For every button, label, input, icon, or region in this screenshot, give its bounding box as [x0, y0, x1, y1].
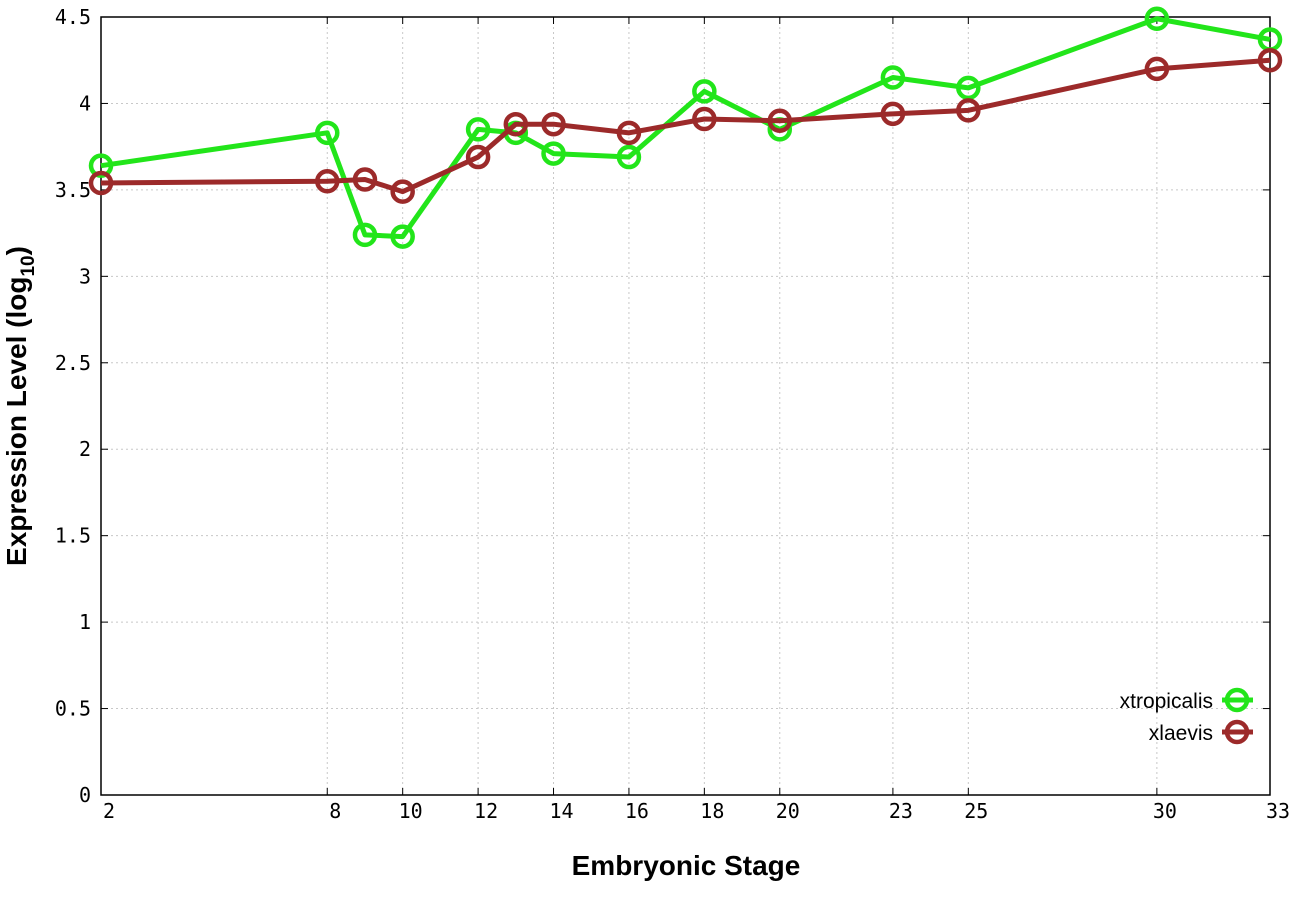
data-point-xlaevis	[88, 170, 114, 196]
data-point-xlaevis	[503, 111, 529, 137]
y-tick-label: 3.5	[55, 178, 91, 202]
data-point-xtropicalis	[390, 224, 415, 249]
data-point-xlaevis	[1257, 47, 1283, 73]
x-tick-label: 20	[776, 799, 800, 823]
data-point-xlaevis	[692, 106, 717, 132]
legend-label: xtropicalis	[1120, 690, 1213, 713]
grid	[101, 17, 1270, 795]
data-point-xtropicalis	[352, 222, 378, 248]
data-point-xlaevis	[1144, 56, 1170, 82]
x-tick-label: 2	[103, 799, 115, 823]
x-tick-label: 10	[399, 799, 423, 823]
axis-ticks	[100, 16, 1271, 796]
legend-label: xlaevis	[1149, 722, 1213, 745]
y-tick-label: 0.5	[55, 697, 91, 721]
y-axis-title-subscript: 10	[18, 255, 39, 276]
plot-frame	[100, 16, 1271, 796]
y-tick-label: 2.5	[55, 351, 91, 375]
x-tick-label: 14	[549, 799, 573, 823]
y-tick-label: 3	[79, 264, 91, 288]
series-xlaevis	[88, 47, 1283, 204]
x-tick-label: 8	[329, 799, 341, 823]
data-point-xlaevis	[315, 168, 340, 194]
y-tick-label: 1	[79, 610, 91, 634]
x-tick-labels: 2 8 10 12 14 16 18 20 23 25 30 33	[103, 799, 1290, 823]
data-point-xlaevis	[541, 111, 566, 137]
x-axis-title: Embryonic Stage	[572, 850, 801, 881]
data-point-xtropicalis	[616, 144, 642, 170]
legend-swatch-marker	[1224, 687, 1250, 713]
data-point-xtropicalis	[315, 120, 340, 146]
x-tick-label: 18	[700, 799, 724, 823]
x-tick-label: 12	[474, 799, 498, 823]
x-tick-label: 16	[625, 799, 649, 823]
legend-item-xtropicalis: xtropicalis	[1120, 687, 1253, 713]
data-point-xlaevis	[390, 179, 415, 204]
data-point-xlaevis	[465, 144, 491, 170]
y-tick-label: 0	[79, 783, 91, 807]
series-group	[88, 6, 1283, 249]
y-tick-label: 4.5	[55, 5, 91, 29]
data-point-xlaevis	[880, 101, 906, 127]
data-point-xlaevis	[767, 108, 793, 133]
data-point-xtropicalis	[88, 153, 114, 178]
y-tick-label: 2	[79, 437, 91, 461]
data-point-xtropicalis	[956, 75, 981, 101]
x-tick-label: 30	[1153, 799, 1177, 823]
data-point-xtropicalis	[1144, 6, 1170, 31]
y-tick-labels: 0 0.5 1 1.5 2 2.5 3 3.5 4 4.5	[55, 5, 91, 807]
series-line-xlaevis	[100, 57, 1271, 195]
data-point-xlaevis	[616, 120, 642, 146]
y-axis-title-close: )	[1, 246, 32, 255]
series-xtropicalis	[88, 6, 1283, 249]
data-point-xlaevis	[352, 167, 378, 192]
data-point-xtropicalis	[465, 117, 491, 142]
data-point-xtropicalis	[880, 65, 906, 90]
y-tick-label: 1.5	[55, 524, 91, 548]
legend-item-xlaevis: xlaevis	[1149, 719, 1253, 745]
legend-swatch-marker	[1224, 719, 1250, 745]
x-tick-label: 23	[889, 799, 913, 823]
x-tick-label: 25	[964, 799, 988, 823]
series-line-xtropicalis	[100, 16, 1271, 240]
y-axis-title: Expression Level (log10)	[1, 246, 39, 566]
x-tick-label: 33	[1266, 799, 1290, 823]
y-tick-label: 4	[79, 91, 91, 115]
data-point-xlaevis	[956, 98, 981, 123]
data-point-xtropicalis	[541, 141, 566, 166]
y-axis-title-main: Expression Level (log	[1, 277, 32, 566]
data-point-xtropicalis	[692, 79, 717, 104]
legend: xtropicalis xlaevis	[1120, 687, 1253, 745]
